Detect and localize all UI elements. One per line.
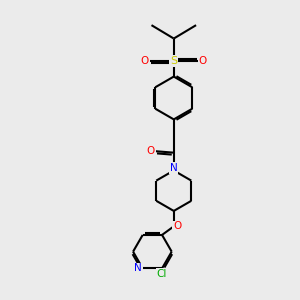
Text: O: O	[147, 146, 155, 156]
Text: O: O	[173, 221, 182, 231]
Text: O: O	[199, 56, 207, 66]
Text: Cl: Cl	[157, 269, 167, 279]
Text: S: S	[170, 56, 177, 66]
Text: N: N	[170, 163, 178, 173]
Text: O: O	[141, 56, 149, 66]
Text: N: N	[134, 263, 142, 273]
